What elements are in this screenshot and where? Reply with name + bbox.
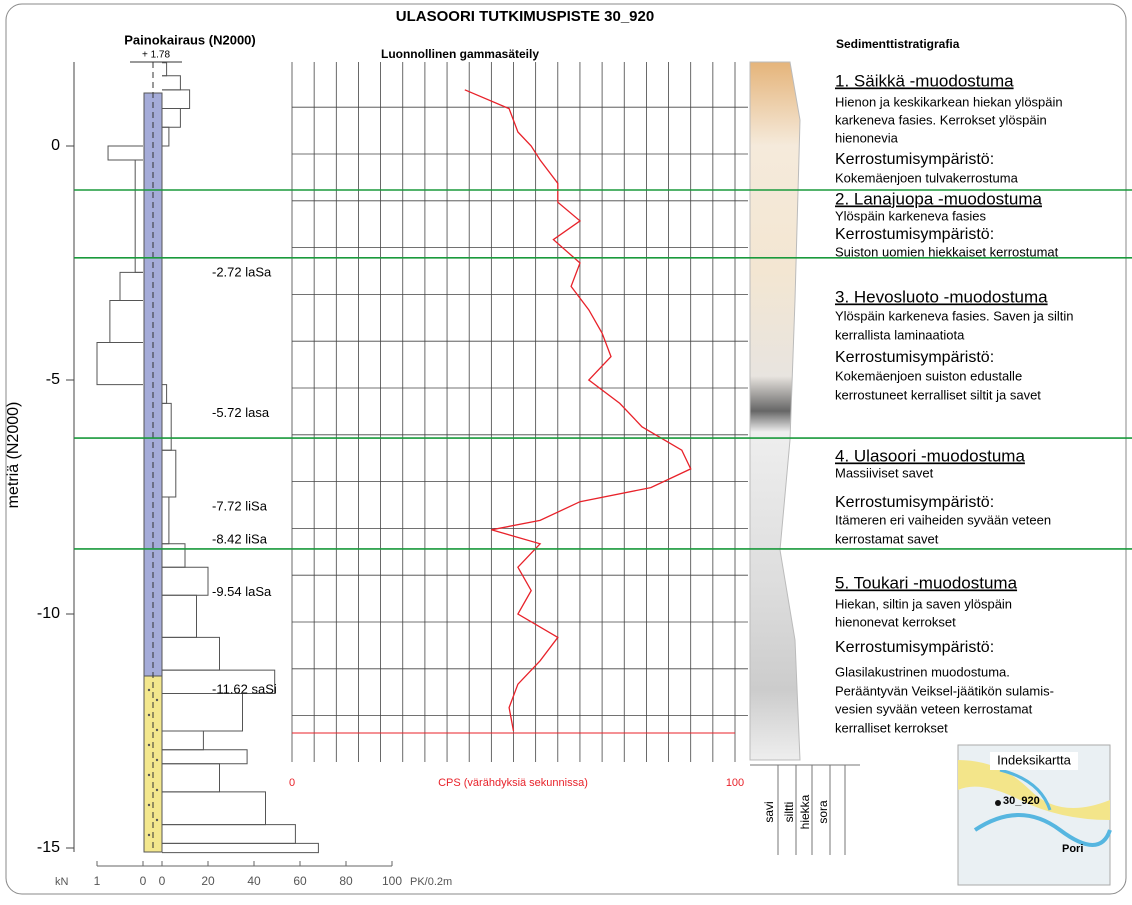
- pk-tick-label: 80: [339, 874, 353, 888]
- environment-text: Kokemäenjoen tulvakerrostuma: [835, 170, 1019, 185]
- pk-tick-label: 60: [293, 874, 307, 888]
- grain-size-label: hiekka: [798, 794, 812, 829]
- load-step: [107, 145, 143, 161]
- map-point: [995, 800, 1001, 806]
- y-axis-label: metriä (N2000): [5, 402, 22, 509]
- pk-step: [162, 126, 170, 147]
- kn-tick-label: 1: [94, 874, 101, 888]
- map-river: [999, 768, 1052, 811]
- map-title-bg: [990, 752, 1078, 770]
- lithology-column: [749, 61, 801, 761]
- environment-text: Suiston uomien hiekkaiset kerrostumat: [835, 244, 1059, 259]
- formation-description: Massiiviset savet: [835, 465, 934, 480]
- environment-label: Kerrostumisympäristö:: [835, 494, 994, 511]
- formation-description: Hienon ja keskikarkean hiekan ylöspäin: [835, 94, 1063, 109]
- pk-step: [162, 108, 181, 128]
- grain-size-label: savi: [762, 801, 776, 822]
- pk-tick-label: 100: [382, 874, 402, 888]
- formation-description: Hiekan, siltin ja saven ylöspäin: [835, 596, 1012, 611]
- kn-unit: kN: [55, 876, 69, 888]
- environment-text: kerrostamat savet: [835, 531, 939, 546]
- load-step: [96, 342, 143, 386]
- map-river: [973, 813, 1112, 847]
- y-tick-label: -5: [46, 371, 60, 388]
- y-tick-label: 0: [51, 137, 60, 154]
- gamma-curve: [464, 89, 692, 732]
- pk-tick-label: 20: [201, 874, 215, 888]
- formation-description: Ylöspäin karkeneva fasies. Saven ja silt…: [835, 308, 1073, 323]
- sample-label: -9.54 laSa: [212, 584, 272, 599]
- y-tick-label: -10: [37, 605, 60, 622]
- formation-description: Ylöspäin karkeneva fasies: [835, 208, 987, 223]
- x-tick-label: 0: [289, 777, 295, 789]
- strat-title: Sedimenttistratigrafia: [836, 37, 960, 51]
- grain-size-label: sora: [816, 800, 830, 824]
- map-point-label: 30_920: [1003, 795, 1040, 807]
- environment-text: Kokemäenjoen suiston edustalle: [835, 368, 1022, 383]
- environment-label: Kerrostumisympäristö:: [835, 151, 994, 168]
- pk-step: [162, 842, 319, 854]
- pk-tick-label: 40: [247, 874, 261, 888]
- environment-label: Kerrostumisympäristö:: [835, 349, 994, 366]
- x-tick-label: 100: [726, 777, 744, 789]
- formation-description: hienonevia: [835, 130, 899, 145]
- environment-text: kerrostuneet kerralliset siltit ja savet: [835, 387, 1041, 402]
- environment-text: vesien syvään veteen kerrostamat: [835, 701, 1033, 716]
- y-tick-label: -15: [37, 839, 60, 856]
- formation-description: kerrallista laminaatiota: [835, 327, 965, 342]
- sample-label: -7.72 liSa: [212, 499, 268, 514]
- frame: [5, 3, 1127, 895]
- sample-label: -11.62 saSi: [212, 681, 277, 696]
- environment-label: Kerrostumisympäristö:: [835, 226, 994, 243]
- pk-tick-label: 0: [159, 874, 166, 888]
- formation-heading: 3. Hevosluoto -muodostuma: [835, 287, 1048, 306]
- sounding-title: Painokairaus (N2000): [124, 32, 256, 47]
- sand-dots: [147, 688, 159, 837]
- environment-text: kerralliset kerrokset: [835, 720, 948, 735]
- top-label: + 1.78: [142, 50, 171, 61]
- formation-description: karkeneva fasies. Kerrokset ylöspäin: [835, 112, 1047, 127]
- x-axis-label: CPS (värähdyksiä sekunnissa): [438, 777, 588, 789]
- gamma-title: Luonnollinen gammasäteily: [381, 47, 539, 61]
- formation-heading: 2. Lanajuopa -muodostuma: [835, 189, 1043, 208]
- environment-text: Glasilakustrinen muodostuma.: [835, 664, 1010, 679]
- title: ULASOORI TUTKIMUSPISTE 30_920: [396, 8, 654, 25]
- pk-unit: PK/0.2m: [410, 876, 452, 888]
- map-title: Indeksikartta: [997, 752, 1071, 767]
- sample-label: -2.72 laSa: [212, 265, 272, 280]
- environment-text: Itämeren eri vaiheiden syvään veteen: [835, 512, 1051, 527]
- formation-heading: 5. Toukari -muodostuma: [835, 573, 1018, 592]
- map-city-label: Pori: [1062, 843, 1083, 855]
- formation-heading: 4. Ulasoori -muodostuma: [835, 446, 1025, 465]
- environment-text: Perääntyvän Veiksel-jäätikön sulamis-: [835, 683, 1054, 698]
- sample-label: -8.42 liSa: [212, 531, 268, 546]
- formation-description: hienonevat kerrokset: [835, 614, 956, 629]
- map-area: [958, 760, 1110, 820]
- sample-label: -5.72 lasa: [212, 405, 270, 420]
- environment-label: Kerrostumisympäristö:: [835, 639, 994, 656]
- grain-size-label: siltti: [782, 802, 796, 823]
- formation-heading: 1. Säikkä -muodostuma: [835, 71, 1014, 90]
- kn-tick-label: 0: [140, 874, 147, 888]
- grain-axis: [750, 764, 860, 855]
